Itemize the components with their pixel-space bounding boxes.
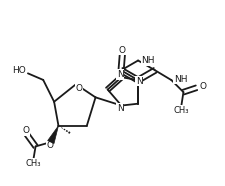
Text: O: O bbox=[22, 126, 29, 135]
Text: CH₃: CH₃ bbox=[173, 106, 188, 115]
Polygon shape bbox=[47, 126, 58, 144]
Text: NH: NH bbox=[141, 56, 154, 65]
Text: NH: NH bbox=[173, 75, 186, 84]
Text: O: O bbox=[75, 84, 82, 93]
Text: HO: HO bbox=[12, 66, 26, 75]
Text: N: N bbox=[116, 104, 123, 113]
Text: O: O bbox=[198, 82, 205, 91]
Text: O: O bbox=[118, 46, 125, 54]
Text: N: N bbox=[135, 77, 142, 86]
Text: O: O bbox=[46, 141, 53, 150]
Text: N: N bbox=[116, 70, 123, 79]
Text: CH₃: CH₃ bbox=[25, 159, 41, 168]
